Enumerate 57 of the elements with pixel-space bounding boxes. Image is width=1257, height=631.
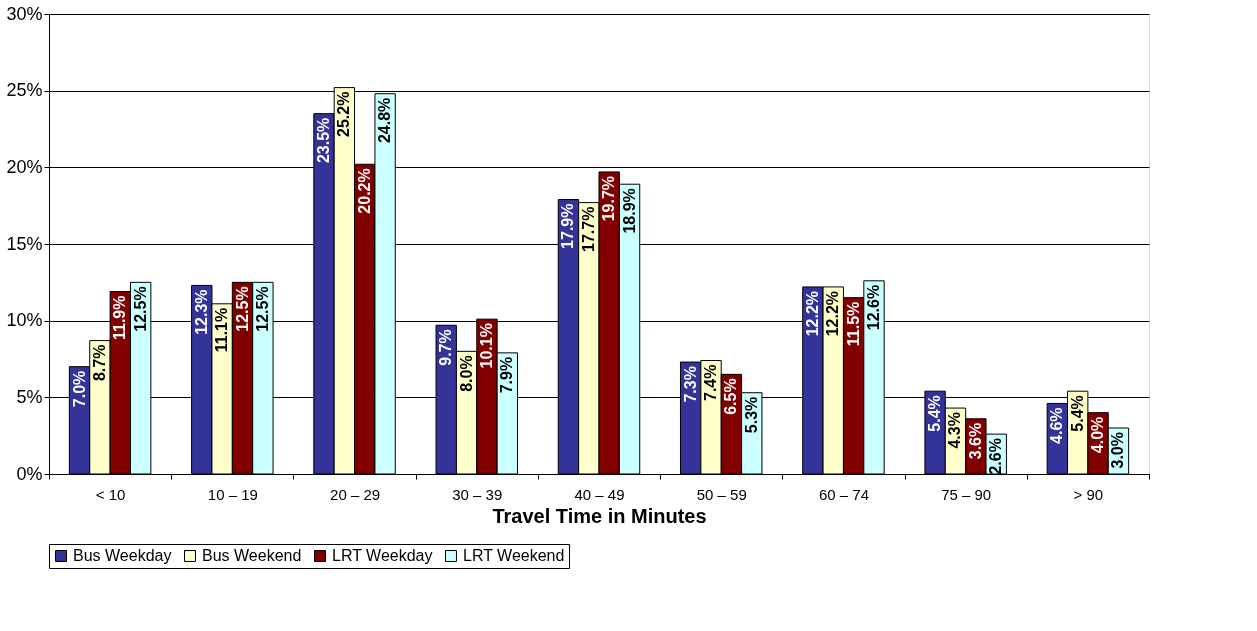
data-label: 3.6%: [966, 422, 984, 460]
y-tick-label: 5%: [16, 386, 43, 407]
x-tick-label: < 10: [95, 485, 126, 503]
data-label: 4.0%: [1089, 416, 1107, 454]
x-tick-label: 75 – 90: [941, 485, 992, 503]
x-tick-label: > 90: [1073, 485, 1104, 503]
data-label: 12.3%: [192, 289, 210, 335]
x-tick-label: 30 – 39: [452, 485, 503, 503]
data-label: 12.2%: [824, 290, 842, 337]
x-axis-title: Travel Time in Minutes: [492, 504, 707, 527]
y-tick-label: 15%: [6, 233, 43, 254]
data-label: 2.6%: [987, 438, 1005, 475]
legend-label: Bus Weekday: [73, 547, 172, 564]
y-tick-label: 25%: [6, 80, 43, 101]
y-tick-label: 10%: [6, 310, 43, 331]
legend-label: LRT Weekend: [463, 547, 565, 564]
data-label: 8.0%: [457, 355, 475, 392]
data-label: 12.5%: [131, 286, 149, 332]
data-label: 23.5%: [315, 117, 332, 164]
data-label: 12.5%: [233, 286, 251, 332]
data-label: 20.2%: [355, 168, 373, 214]
data-label: 9.7%: [437, 329, 455, 366]
data-label: 19.7%: [600, 175, 618, 222]
data-label: 12.5%: [253, 286, 271, 332]
data-label: 12.6%: [865, 284, 882, 331]
data-label: 7.9%: [498, 356, 516, 394]
y-tick-label: 0%: [16, 463, 43, 484]
data-label: 5.4%: [926, 395, 944, 432]
x-tick-label: 20 – 29: [330, 485, 381, 503]
data-label: 11.1%: [213, 307, 231, 353]
data-label: 7.3%: [681, 366, 699, 403]
data-label: 11.5%: [844, 301, 862, 347]
x-tick-label: 50 – 59: [696, 485, 747, 503]
data-label: 8.7%: [90, 344, 108, 382]
x-tick-label: 10 – 19: [207, 485, 258, 503]
x-tick-label: 40 – 49: [574, 485, 625, 503]
data-label: 5.4%: [1068, 395, 1086, 432]
y-tick-label: 20%: [6, 156, 43, 177]
data-label: 17.7%: [579, 206, 597, 252]
legend-label: LRT Weekday: [332, 547, 433, 564]
data-label: 10.1%: [477, 323, 495, 369]
x-tick-label: 60 – 74: [818, 485, 869, 503]
data-label: 7.4%: [702, 364, 720, 401]
data-label: 4.3%: [946, 412, 964, 449]
data-label: 4.6%: [1048, 407, 1066, 444]
data-label: 3.0%: [1109, 432, 1127, 469]
data-label: 12.2%: [803, 290, 821, 337]
data-label: 5.3%: [742, 396, 760, 434]
data-label: 25.2%: [335, 91, 353, 137]
data-label: 17.9%: [559, 203, 577, 249]
y-tick-label: 30%: [6, 3, 43, 24]
data-label: 6.5%: [722, 378, 740, 415]
data-label: 11.9%: [111, 295, 129, 341]
data-label: 18.9%: [620, 188, 638, 234]
data-label: 7.0%: [70, 370, 88, 408]
data-label: 24.8%: [376, 97, 394, 144]
legend-label: Bus Weekend: [202, 547, 302, 564]
